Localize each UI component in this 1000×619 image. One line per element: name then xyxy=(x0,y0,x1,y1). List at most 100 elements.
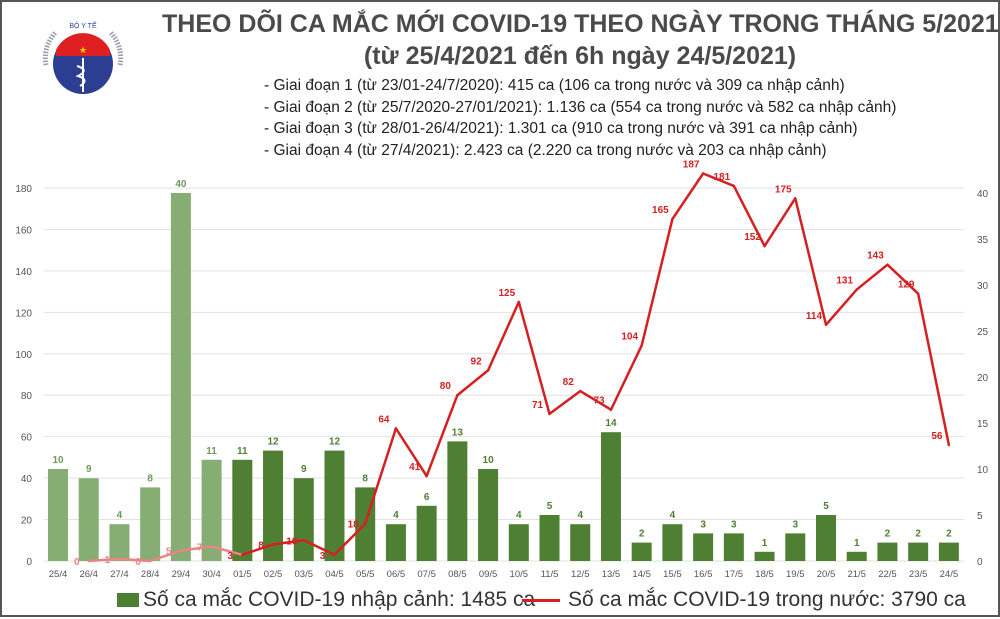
x-axis-tick: 05/5 xyxy=(356,569,375,580)
right-axis-tick: 10 xyxy=(977,465,989,476)
bar xyxy=(570,524,591,561)
x-axis-tick: 04/5 xyxy=(325,569,344,580)
x-axis-tick: 03/5 xyxy=(295,569,314,580)
line-label: 41 xyxy=(409,462,421,473)
line-label: 18 xyxy=(348,520,360,531)
bar-label: 4 xyxy=(577,510,583,521)
x-axis-tick: 07/5 xyxy=(417,569,436,580)
x-axis-tick: 14/5 xyxy=(632,569,651,580)
line-label: 3 xyxy=(228,551,234,562)
bar-label: 12 xyxy=(267,437,279,448)
phase-note: - Giai đoạn 2 (từ 25/7/2020-27/01/2021):… xyxy=(264,98,897,116)
line-label: 8 xyxy=(258,540,264,551)
bar xyxy=(631,542,652,561)
x-axis-tick: 15/5 xyxy=(663,569,682,580)
line-segment xyxy=(148,549,183,563)
line-label: 5 xyxy=(166,547,172,558)
line-segment xyxy=(732,184,766,248)
line-segment xyxy=(609,344,643,411)
line-label: 56 xyxy=(931,431,943,442)
right-axis-tick: 25 xyxy=(977,327,989,338)
left-axis-tick: 180 xyxy=(15,184,32,195)
bar xyxy=(754,551,775,561)
right-axis-tick: 20 xyxy=(977,373,989,384)
left-axis-tick: 120 xyxy=(15,308,32,319)
bar-label: 8 xyxy=(362,473,368,484)
bar xyxy=(293,478,314,561)
bar xyxy=(908,542,929,561)
line-segment xyxy=(578,389,613,411)
line-label: 175 xyxy=(775,184,792,195)
bar xyxy=(263,450,284,561)
line-label: 131 xyxy=(836,276,853,287)
phase-note: - Giai đoạn 4 (từ 27/4/2021): 2.423 ca (… xyxy=(264,141,827,159)
line-label: 73 xyxy=(593,396,605,407)
bar xyxy=(78,478,99,561)
left-axis-tick: 60 xyxy=(21,433,33,444)
line-segment xyxy=(456,369,490,397)
line-segment xyxy=(363,427,398,525)
bar-label: 2 xyxy=(915,529,921,540)
line-segment xyxy=(394,427,428,478)
left-axis-tick: 160 xyxy=(15,225,32,236)
line-label: 104 xyxy=(621,331,638,342)
left-axis-tick: 80 xyxy=(21,391,33,402)
line-label: 0 xyxy=(74,557,80,568)
x-axis-tick: 24/5 xyxy=(940,569,959,580)
line-label: 165 xyxy=(652,205,669,216)
line-label: 143 xyxy=(867,251,884,262)
x-axis-tick: 01/5 xyxy=(233,569,252,580)
bar xyxy=(846,551,867,561)
bar-label: 6 xyxy=(424,492,430,503)
x-axis-tick: 08/5 xyxy=(448,569,467,580)
bar-label: 4 xyxy=(516,510,522,521)
ministry-of-health-logo: ★ BỘ Y TẾ xyxy=(40,20,126,107)
bar xyxy=(201,459,222,561)
bar-label: 3 xyxy=(792,519,798,530)
line-label: 80 xyxy=(440,381,452,392)
bar-label: 5 xyxy=(547,501,553,512)
x-axis-tick: 21/5 xyxy=(847,569,866,580)
x-axis-tick: 25/4 xyxy=(49,569,68,580)
line-segment xyxy=(241,543,275,557)
bar-label: 5 xyxy=(823,501,829,512)
bar-label: 11 xyxy=(237,446,248,457)
bar xyxy=(816,515,836,561)
line-segment xyxy=(886,263,920,295)
right-axis-tick: 40 xyxy=(977,189,989,200)
line-segment xyxy=(671,172,705,221)
phase-notes: - Giai đoạn 1 (từ 23/01-24/7/2020): 415 … xyxy=(264,75,896,161)
chart-subtitle: (từ 25/4/2021 đến 6h ngày 24/5/2021) xyxy=(363,42,797,70)
right-axis-tick: 5 xyxy=(977,511,983,522)
line-segment xyxy=(855,263,889,291)
line-segment xyxy=(640,217,674,347)
line-segment xyxy=(916,292,951,447)
bar xyxy=(170,193,191,561)
bar xyxy=(662,524,683,561)
x-axis-tick: 18/5 xyxy=(755,569,774,580)
bar-label: 9 xyxy=(86,464,92,475)
bar-label: 4 xyxy=(393,510,399,521)
line-segment xyxy=(210,545,244,557)
bar xyxy=(723,533,744,561)
line-label: 7 xyxy=(197,542,203,553)
left-axis-tick: 100 xyxy=(15,350,32,361)
bar xyxy=(232,459,253,561)
x-axis-tick: 13/5 xyxy=(602,569,621,580)
bar-label: 1 xyxy=(762,538,768,549)
bar-label: 10 xyxy=(483,455,495,466)
line-label: 64 xyxy=(378,414,390,425)
bar xyxy=(324,450,345,561)
line-label: 71 xyxy=(532,400,544,411)
line-segment xyxy=(302,539,336,557)
bar xyxy=(539,515,560,561)
bar-label: 3 xyxy=(731,519,737,530)
x-axis-tick: 02/5 xyxy=(264,569,283,580)
bar-label: 13 xyxy=(452,427,464,438)
line-label: 129 xyxy=(898,280,915,291)
line-segment xyxy=(794,197,828,327)
line-segment xyxy=(701,172,736,188)
x-axis-tick: 28/4 xyxy=(141,569,160,580)
bar-label: 2 xyxy=(885,529,891,540)
